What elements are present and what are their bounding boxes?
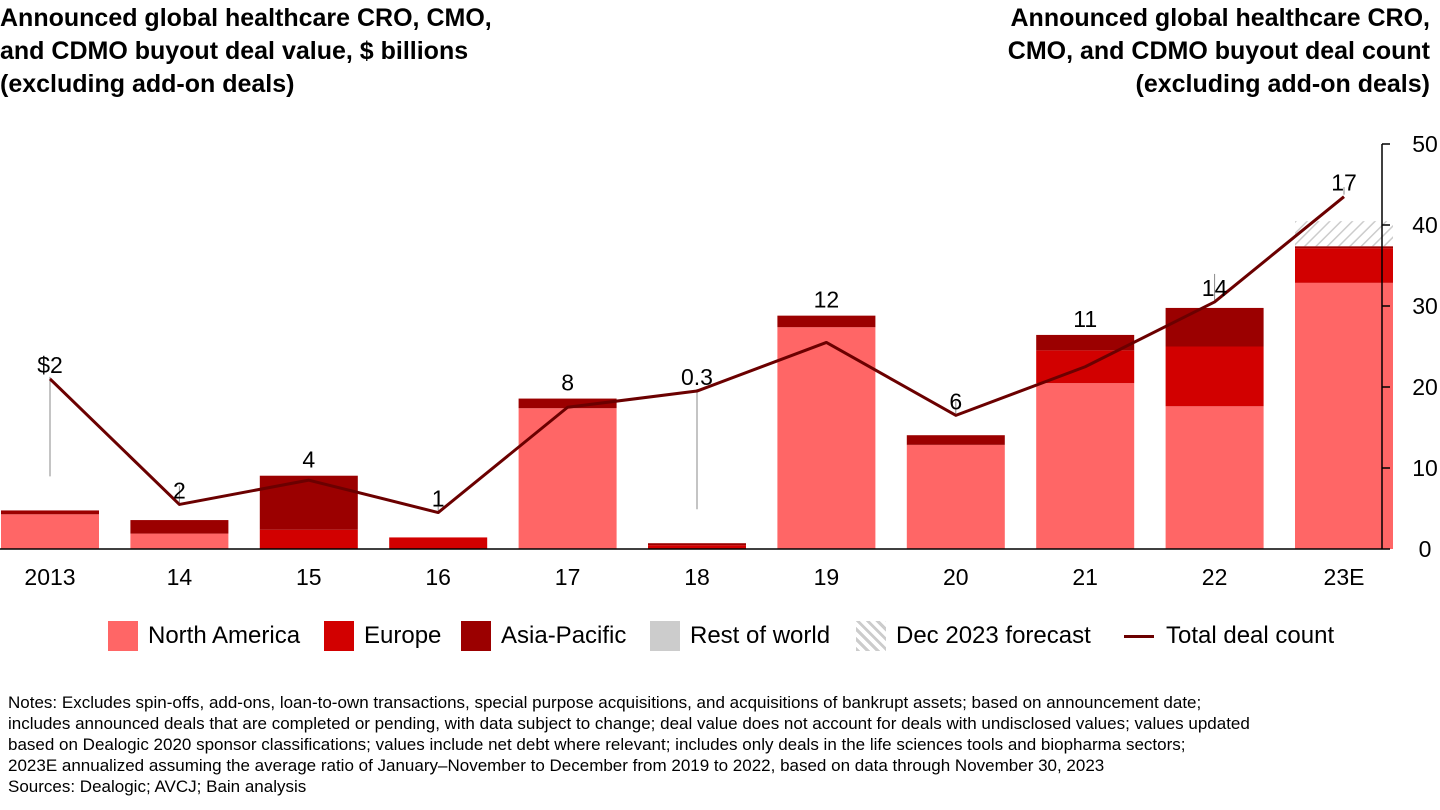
asia-pacific-bar [259,475,358,530]
x-tick-label: 22 [1202,564,1228,590]
north-america-bar [777,327,876,549]
bar-layer [1,221,1393,549]
total-deal-count-swatch [1124,634,1154,638]
x-tick-label: 19 [814,564,840,590]
legend-item-rest-of-world: Rest of world [650,620,830,652]
legend-label: Asia-Pacific [501,622,627,649]
north-america-bar [1,514,99,549]
x-tick-label: 15 [296,564,322,590]
left-title-line: and CDMO buyout deal value, $ billions [0,37,469,65]
y2-tick-label: 0 [1419,536,1432,562]
rest-of-world-swatch [650,621,680,651]
x-tick-label: 21 [1072,564,1098,590]
left-title-line: (excluding add-on deals) [0,70,295,98]
forecast-bar [1295,221,1393,247]
legend-label: Rest of world [690,622,831,649]
europe-swatch [324,621,354,651]
north-america-bar [1295,282,1393,549]
bar-total-label: 4 [302,447,315,473]
total-deal-count-line [48,195,1345,515]
note-line: 2023E annualized assuming the average ra… [8,756,1105,775]
note-line: Sources: Dealogic; AVCJ; Bain analysis [8,777,307,796]
north-america-bar [518,408,617,549]
asia-pacific-bar [1036,334,1135,351]
note-line: Notes: Excludes spin-offs, add-ons, loan… [8,693,1202,712]
legend-item-europe: Europe [324,620,441,652]
legend-item-total-deal-count: Total deal count [1124,620,1334,652]
north-america-bar [1165,406,1264,549]
asia-pacific-bar [1165,307,1264,347]
asia-pacific-bar [1295,246,1393,249]
north-america-bar [1036,383,1135,549]
x-tick-label: 23E [1324,564,1365,590]
asia-pacific-bar [906,435,1005,445]
legend-label: Europe [364,622,442,649]
x-tick-label: 20 [943,564,969,590]
x-tick-label: 18 [684,564,710,590]
line-layer [48,195,1345,515]
europe-bar [259,529,358,549]
leader-layer [49,187,1345,511]
y2-tick-label: 10 [1412,455,1438,481]
bar-total-label: $2 [37,352,63,378]
left-title-line: Announced global healthcare CRO, CMO, [0,4,492,32]
x-tick-label: 14 [167,564,193,590]
y2-tick-label: 50 [1412,131,1438,157]
asia-pacific-swatch [461,621,491,651]
right-title-line: CMO, and CDMO buyout deal count [1007,37,1430,65]
asia-pacific-bar [777,315,876,328]
forecast-swatch [856,621,886,651]
legend-label: North America [148,622,301,649]
legend-item-north-america: North America [108,620,300,652]
note-line: based on Dealogic 2020 sponsor classific… [8,735,1186,754]
label-layer: $2 2 4 1 8 0.3 12 6 11 14 17 [37,170,1357,512]
x-tick-label: 2013 [24,564,75,590]
asia-pacific-bar [130,520,229,534]
right-title-line: (excluding add-on deals) [1135,70,1430,98]
note-line: includes announced deals that are comple… [8,714,1250,733]
legend-label: Total deal count [1166,622,1335,649]
europe-bar [1165,346,1264,407]
north-america-swatch [108,621,138,651]
y2-tick-label: 20 [1412,374,1438,400]
asia-pacific-bar [1,510,99,515]
north-america-bar [906,444,1005,549]
asia-pacific-bar [648,543,746,546]
bar-total-label: 11 [1073,306,1097,332]
right-title-line: Announced global healthcare CRO, [1010,4,1431,32]
europe-bar [1295,248,1393,283]
bar-total-label: 6 [949,388,962,414]
north-america-bar [130,533,229,549]
bar-total-label: 12 [814,287,840,313]
bar-total-label: 2 [173,477,186,503]
bar-total-label: 0.3 [681,364,713,390]
x-tick-label: 17 [555,564,581,590]
y2-tick-label: 40 [1412,212,1438,238]
legend-item-asia-pacific: Asia-Pacific [461,620,626,652]
legend-item-forecast: Dec 2023 forecast [856,620,1091,652]
bar-total-label: 17 [1331,170,1357,196]
bar-total-label: 1 [432,486,445,512]
x-tick-label: 16 [425,564,451,590]
right-axis-title: Announced global healthcare CRO, CMO, an… [870,2,1430,101]
bar-total-label: 14 [1202,275,1228,301]
left-axis-title: Announced global healthcare CRO, CMO, an… [0,2,620,101]
y2-tick-label: 30 [1412,293,1438,319]
legend-label: Dec 2023 forecast [896,622,1091,649]
europe-bar [389,537,488,549]
asia-pacific-bar [518,398,617,409]
europe-bar [648,545,746,549]
bar-total-label: 8 [561,370,574,396]
notes: Notes: Excludes spin-offs, add-ons, loan… [8,692,1438,797]
